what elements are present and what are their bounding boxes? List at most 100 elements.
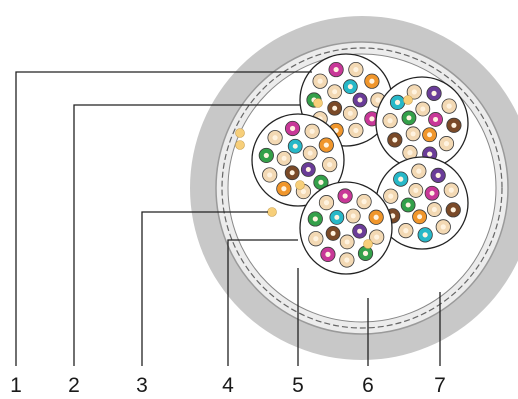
conductor-core [357,228,363,234]
conductor-core [334,214,340,220]
conductor-core [417,214,423,220]
conductor-core [361,199,367,205]
filler-strand [313,98,323,108]
conductor-core [390,213,396,219]
conductor-core [392,137,398,143]
callout-labels: 1 2 3 4 5 6 7 [10,374,446,397]
conductor-core [347,110,353,116]
callout-label-1: 1 [10,374,22,397]
conductor-core [318,179,324,185]
conductor-bundle [299,181,393,275]
conductor-core [431,207,437,213]
conductor-bundle [375,156,469,250]
leader-line-1 [15,71,312,366]
conductor-core [267,172,273,178]
conductor-core [398,176,404,182]
conductor-core [272,135,278,141]
conductor-core [403,228,409,234]
conductor-core [411,89,417,95]
conductor-core [410,131,416,137]
filler-strand [363,239,373,249]
conductor-core [446,103,452,109]
filler-strands [235,95,413,249]
conductor-core [344,239,350,245]
callout-label-3: 3 [136,374,148,397]
conductor-core [281,186,287,192]
callout-label-4: 4 [222,374,234,397]
callout-label-7: 7 [434,374,446,397]
conductor-core [332,89,338,95]
callout-label-5: 5 [292,374,304,397]
filler-strand [295,180,305,190]
conductor-core [369,78,375,84]
conductor-core [433,116,439,122]
conductor-core [369,116,375,122]
conductor-core [350,213,356,219]
conductor-core [289,170,295,176]
conductor-core [440,224,446,230]
conductor-core [406,115,412,121]
leader-lines [15,71,441,366]
conductor-core [313,236,319,242]
filler-strand [267,207,277,217]
conductor-bundles [251,53,469,275]
leader-line-2 [73,104,300,366]
conductor-core [289,125,296,132]
conductor-core [323,200,330,206]
conductor-bundle [375,76,469,170]
conductor-core [362,250,369,256]
conductor-core [332,105,338,111]
conductor-core [413,187,419,193]
conductor-core [387,118,393,124]
conductor-core [323,142,329,148]
conductor-core [443,141,450,147]
conductor-core [388,193,394,199]
conductor-core [317,78,323,84]
conductor-core [353,127,359,134]
callout-label-6: 6 [362,374,374,397]
shield-layer [221,47,503,329]
conductor-core [342,193,348,199]
conductor-bundle [251,113,345,207]
filler-strand [235,128,245,138]
filler-strand [235,140,245,150]
conductor-core [305,166,311,172]
conductor-core [394,99,401,105]
conductor-core [353,66,359,73]
conductor-core [307,150,313,156]
conductor-core [373,214,379,220]
conductor-core [448,187,454,193]
callout-label-2: 2 [68,374,80,397]
conductor-core [357,97,363,103]
conductor-core [292,143,298,149]
conductor-core [344,257,350,263]
conductor-core [327,161,333,168]
conductor-core [312,216,318,222]
conductor-core [451,122,457,128]
conductor-core [435,172,441,178]
conductor-core [422,232,428,238]
conductor-core [429,190,435,196]
conductor-core [309,128,315,134]
conductor-core [281,155,287,161]
conductor-core [374,234,380,240]
conductor-core [427,151,433,157]
conductor-core [330,230,336,236]
conductor-core [416,168,422,174]
conductor-core [300,188,307,195]
conductor-core [405,202,411,208]
conductor-core [407,150,413,156]
filler-strand [403,95,413,105]
conductor-core [427,132,433,138]
conductor-core [263,152,269,159]
conductor-core [431,90,437,96]
conductor-core [420,106,426,112]
leader-line-3 [141,211,268,366]
conductor-core [347,84,353,90]
conductor-core [450,207,456,213]
leader-line-4 [227,239,298,366]
conductor-core [333,66,339,73]
conductor-core [325,251,331,257]
conductor-core [375,97,381,103]
